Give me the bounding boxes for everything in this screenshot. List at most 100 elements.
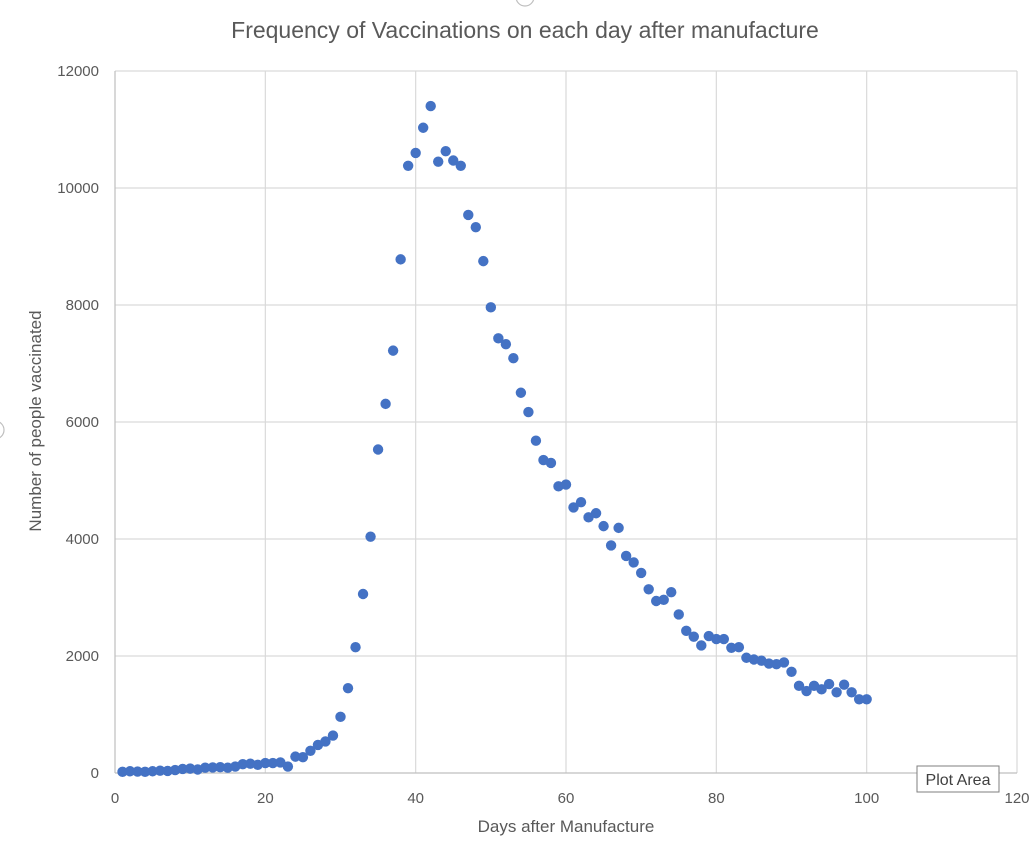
data-point bbox=[530, 435, 542, 446]
data-point bbox=[778, 657, 790, 668]
data-point bbox=[786, 666, 797, 677]
data-point bbox=[139, 766, 151, 778]
x-tick-label-60: 60 bbox=[558, 790, 575, 807]
data-point bbox=[605, 540, 617, 551]
data-point bbox=[711, 633, 722, 645]
data-point bbox=[816, 684, 827, 695]
data-point bbox=[177, 763, 188, 775]
data-point bbox=[666, 587, 677, 598]
data-point bbox=[215, 761, 226, 773]
data-point bbox=[154, 765, 166, 776]
data-point bbox=[470, 221, 481, 233]
data-point bbox=[162, 765, 173, 777]
data-point bbox=[726, 642, 737, 654]
y-tick-labels: 0 2000 4000 6000 8000 10000 12000 bbox=[57, 63, 99, 782]
data-point bbox=[478, 255, 489, 267]
data-point bbox=[282, 761, 294, 772]
data-point bbox=[395, 254, 406, 265]
data-point bbox=[335, 711, 346, 723]
chart-title: Frequency of Vaccinations on each day af… bbox=[231, 17, 819, 43]
data-point bbox=[365, 531, 376, 542]
gridlines bbox=[115, 70, 1018, 773]
data-point bbox=[560, 479, 572, 490]
data-point bbox=[673, 609, 684, 620]
data-point bbox=[846, 687, 857, 698]
data-point bbox=[575, 496, 587, 508]
data-point bbox=[200, 762, 211, 773]
data-point bbox=[515, 387, 527, 398]
y-tick-label-8000: 8000 bbox=[66, 297, 99, 314]
y-tick-label-4000: 4000 bbox=[66, 531, 99, 548]
data-point bbox=[523, 406, 534, 418]
x-tick-label-40: 40 bbox=[407, 790, 424, 807]
data-point bbox=[463, 209, 474, 221]
data-point bbox=[297, 752, 309, 763]
tooltip-box bbox=[916, 765, 1000, 793]
data-point bbox=[320, 736, 331, 747]
tooltip-label: Plot Area bbox=[926, 772, 991, 789]
data-point bbox=[620, 550, 632, 562]
data-point bbox=[500, 338, 512, 350]
data-point bbox=[305, 745, 316, 756]
selection-handle-top[interactable] bbox=[515, 0, 535, 7]
y-tick-label-6000: 6000 bbox=[66, 414, 99, 431]
data-point bbox=[237, 759, 248, 770]
data-point bbox=[598, 520, 609, 532]
data-point bbox=[350, 642, 361, 653]
data-points bbox=[117, 100, 872, 778]
data-point bbox=[433, 156, 444, 167]
data-point bbox=[696, 640, 707, 651]
data-point bbox=[733, 642, 745, 653]
data-point bbox=[117, 766, 128, 778]
x-tick-label-80: 80 bbox=[708, 790, 725, 807]
data-point bbox=[688, 631, 699, 642]
data-point bbox=[327, 730, 339, 741]
y-tick-label-12000: 12000 bbox=[57, 63, 99, 80]
data-point bbox=[147, 766, 158, 777]
data-point bbox=[613, 522, 624, 534]
data-point bbox=[508, 353, 519, 364]
data-point bbox=[372, 444, 384, 455]
data-point bbox=[681, 625, 692, 637]
data-point bbox=[861, 694, 872, 705]
x-axis-title: Days after Manufacture bbox=[478, 817, 655, 836]
x-tick-label-100: 100 bbox=[854, 790, 879, 807]
data-point bbox=[402, 160, 414, 171]
data-point bbox=[342, 682, 354, 694]
plot-area-tooltip: Plot Area bbox=[916, 765, 1000, 793]
data-point bbox=[410, 147, 421, 159]
data-point bbox=[643, 584, 654, 595]
data-point bbox=[658, 594, 669, 606]
x-tick-label-120: 120 bbox=[1004, 790, 1029, 807]
data-point bbox=[207, 762, 218, 773]
data-point bbox=[290, 751, 301, 762]
data-point bbox=[628, 557, 639, 568]
data-point bbox=[455, 160, 466, 171]
data-point bbox=[801, 685, 812, 697]
data-point bbox=[448, 155, 459, 166]
y-tick-label-0: 0 bbox=[91, 765, 99, 782]
y-tick-label-10000: 10000 bbox=[57, 180, 99, 197]
data-point bbox=[132, 766, 143, 777]
data-point bbox=[440, 145, 451, 157]
data-point bbox=[267, 757, 279, 769]
x-tick-labels: 0 20 40 60 80 100 120 bbox=[111, 790, 1030, 807]
data-point bbox=[718, 633, 730, 645]
data-point bbox=[568, 502, 579, 513]
data-point bbox=[838, 679, 850, 690]
data-point bbox=[793, 680, 805, 692]
data-point bbox=[493, 333, 504, 344]
data-point bbox=[417, 122, 429, 133]
data-point bbox=[823, 678, 835, 690]
data-point bbox=[635, 567, 647, 579]
data-point bbox=[124, 766, 136, 777]
selection-handle-left[interactable] bbox=[0, 421, 5, 439]
y-axis-title: Number of people vaccinated bbox=[26, 310, 45, 531]
data-point bbox=[387, 345, 399, 356]
data-point bbox=[380, 398, 391, 410]
data-point bbox=[590, 508, 602, 519]
data-point bbox=[425, 100, 436, 112]
x-tick-label-20: 20 bbox=[257, 790, 274, 807]
y-tick-label-2000: 2000 bbox=[66, 648, 99, 665]
